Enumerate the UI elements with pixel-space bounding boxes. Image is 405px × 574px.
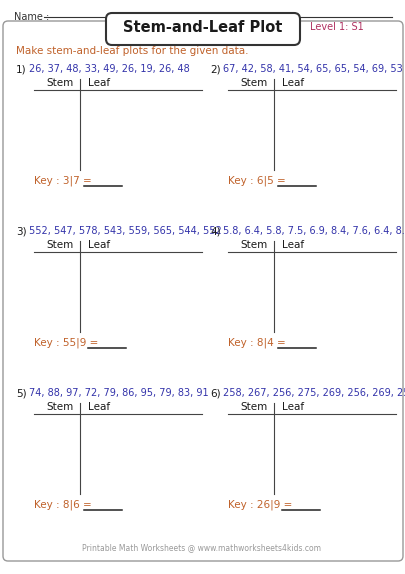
Text: 26, 37, 48, 33, 49, 26, 19, 26, 48: 26, 37, 48, 33, 49, 26, 19, 26, 48: [29, 64, 190, 74]
Text: Key : 3|7 =: Key : 3|7 =: [34, 176, 95, 187]
Text: Stem: Stem: [47, 402, 74, 412]
Text: Stem: Stem: [241, 240, 268, 250]
FancyBboxPatch shape: [3, 21, 403, 561]
Text: 552, 547, 578, 543, 559, 565, 544, 552: 552, 547, 578, 543, 559, 565, 544, 552: [29, 226, 222, 236]
Text: Leaf: Leaf: [282, 78, 304, 88]
Text: Leaf: Leaf: [88, 240, 110, 250]
Text: 6): 6): [210, 388, 221, 398]
Text: Key : 6|5 =: Key : 6|5 =: [228, 176, 289, 187]
Text: Key : 55|9 =: Key : 55|9 =: [34, 338, 102, 348]
Text: 1): 1): [16, 64, 27, 74]
FancyBboxPatch shape: [106, 13, 300, 45]
Text: 2): 2): [210, 64, 221, 74]
Text: Leaf: Leaf: [88, 402, 110, 412]
Text: Stem: Stem: [47, 240, 74, 250]
Text: Stem: Stem: [47, 78, 74, 88]
Text: 67, 42, 58, 41, 54, 65, 65, 54, 69, 53: 67, 42, 58, 41, 54, 65, 65, 54, 69, 53: [223, 64, 403, 74]
Text: Stem: Stem: [241, 78, 268, 88]
Text: 5): 5): [16, 388, 27, 398]
Text: Level 1: S1: Level 1: S1: [310, 22, 364, 32]
Text: Score :: Score :: [258, 12, 292, 22]
Text: Printable Math Worksheets @ www.mathworksheets4kids.com: Printable Math Worksheets @ www.mathwork…: [83, 543, 322, 552]
Text: Leaf: Leaf: [282, 402, 304, 412]
Text: Key : 8|6 =: Key : 8|6 =: [34, 500, 95, 510]
Text: Make stem-and-leaf plots for the given data.: Make stem-and-leaf plots for the given d…: [16, 46, 249, 56]
Text: Key : 8|4 =: Key : 8|4 =: [228, 338, 289, 348]
Text: 3): 3): [16, 226, 27, 236]
Text: Name :: Name :: [14, 12, 49, 22]
Text: 258, 267, 256, 275, 269, 256, 269, 256: 258, 267, 256, 275, 269, 256, 269, 256: [223, 388, 405, 398]
Text: Leaf: Leaf: [88, 78, 110, 88]
Text: Key : 26|9 =: Key : 26|9 =: [228, 500, 296, 510]
Text: 4): 4): [210, 226, 221, 236]
Text: Leaf: Leaf: [282, 240, 304, 250]
Text: 5.8, 6.4, 5.8, 7.5, 6.9, 8.4, 7.6, 6.4, 8.7: 5.8, 6.4, 5.8, 7.5, 6.9, 8.4, 7.6, 6.4, …: [223, 226, 405, 236]
Text: Stem-and-Leaf Plot: Stem-and-Leaf Plot: [123, 20, 283, 34]
Text: 74, 88, 97, 72, 79, 86, 95, 79, 83, 91: 74, 88, 97, 72, 79, 86, 95, 79, 83, 91: [29, 388, 209, 398]
Text: Stem: Stem: [241, 402, 268, 412]
